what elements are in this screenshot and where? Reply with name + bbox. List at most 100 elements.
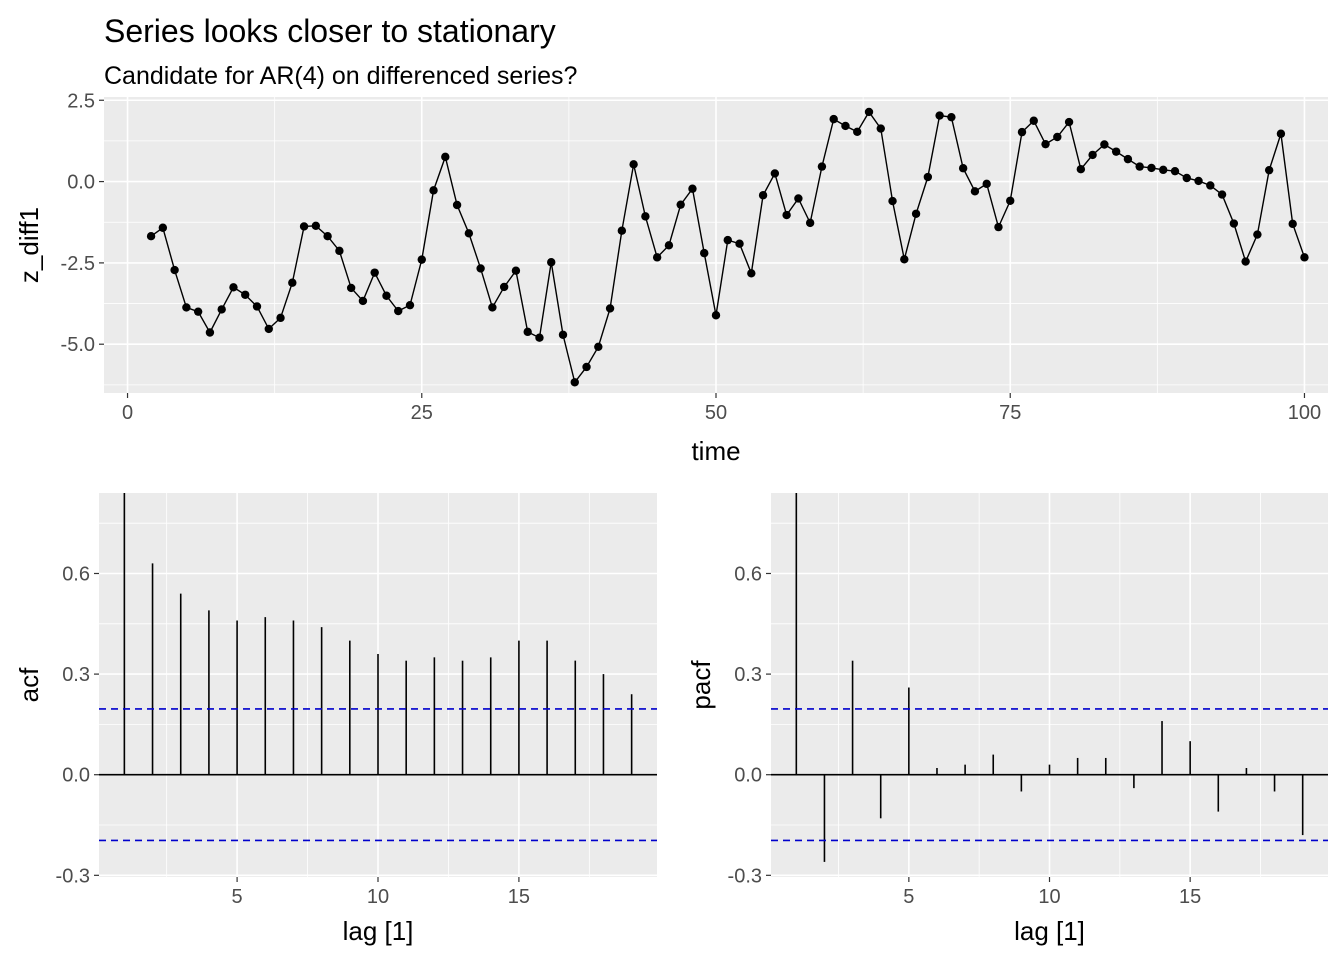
data-point [464, 229, 474, 238]
data-point [900, 255, 909, 264]
data-point [217, 305, 226, 314]
data-point [193, 307, 203, 316]
data-point [1253, 230, 1262, 239]
data-point [523, 327, 532, 337]
data-point [405, 300, 415, 310]
data-point [146, 232, 156, 241]
data-point [982, 179, 991, 189]
data-point [252, 302, 262, 311]
data-point [1006, 196, 1015, 205]
data-point [758, 191, 768, 200]
y-axis-title: pacf [686, 660, 716, 710]
data-point [711, 311, 721, 320]
data-point [935, 111, 944, 120]
chart-title: Series looks closer to stationary [104, 13, 556, 49]
data-point [1300, 253, 1309, 262]
data-point [452, 200, 462, 210]
data-point [770, 169, 780, 178]
y-tick-label: -2.5 [61, 253, 95, 275]
data-point [394, 306, 403, 316]
data-point [370, 268, 379, 277]
data-point [511, 266, 521, 275]
data-point [617, 226, 627, 235]
data-point [1111, 147, 1121, 156]
data-point [1206, 181, 1215, 190]
data-point [641, 212, 650, 221]
y-tick-label: 0.6 [734, 563, 762, 585]
data-point [923, 172, 933, 182]
data-point [1053, 132, 1062, 142]
data-point [747, 269, 756, 278]
x-tick-label: 15 [508, 886, 530, 908]
data-point [547, 258, 556, 267]
data-point [817, 162, 827, 171]
time-series-panel: 0 25 50 75 100 -5.0 -2.5 0.0 2.5 time z_diff1 [14, 90, 1328, 466]
data-point [182, 303, 191, 312]
data-point [499, 282, 509, 292]
y-tick-label: -5.0 [61, 334, 95, 356]
x-tick-label: 0 [122, 402, 133, 424]
x-tick-label: 25 [411, 402, 433, 424]
data-point [664, 241, 674, 250]
data-point [1241, 257, 1250, 266]
data-point [1088, 150, 1097, 160]
y-tick-label: 0.0 [734, 765, 762, 787]
x-tick-label: 15 [1179, 886, 1201, 908]
data-point [1123, 154, 1133, 164]
data-point [358, 296, 368, 306]
x-tick-label: 100 [1288, 402, 1321, 424]
y-tick-label: 0.3 [734, 664, 762, 686]
data-point [158, 223, 168, 232]
data-point [1064, 117, 1074, 127]
data-point [1182, 173, 1191, 183]
x-tick-label: 5 [903, 886, 914, 908]
data-point [558, 330, 568, 339]
y-tick-label: -0.3 [728, 865, 762, 887]
data-point [853, 127, 862, 137]
data-point [876, 124, 885, 133]
data-point [1135, 162, 1144, 171]
y-axis-title: z_diff1 [14, 207, 44, 283]
data-point [782, 210, 791, 220]
data-point [205, 328, 215, 337]
data-point [1147, 163, 1156, 173]
y-tick-label: 0.0 [62, 765, 90, 787]
data-point [288, 278, 297, 287]
data-point [888, 196, 897, 206]
data-point [958, 164, 968, 173]
data-point [1194, 176, 1203, 186]
chart-subtitle: Candidate for AR(4) on differenced serie… [104, 62, 577, 90]
data-point [994, 222, 1003, 232]
data-point [688, 184, 697, 193]
data-point [1100, 140, 1109, 149]
data-point [1264, 165, 1274, 175]
y-tick-label: 2.5 [67, 90, 95, 112]
data-point [1288, 219, 1297, 229]
data-point [947, 112, 956, 122]
data-point [1229, 219, 1239, 228]
data-point [864, 107, 874, 117]
data-point [700, 248, 709, 258]
y-tick-label: 0.6 [62, 563, 90, 585]
data-point [970, 187, 980, 196]
data-point [676, 200, 685, 209]
data-point [1029, 116, 1038, 125]
data-point [794, 194, 803, 203]
data-point [311, 221, 321, 231]
data-point [605, 304, 615, 313]
data-point [382, 291, 391, 300]
data-point [841, 121, 850, 131]
data-point [417, 255, 426, 264]
data-point [1017, 127, 1027, 137]
data-point [582, 362, 591, 372]
y-axis-title: acf [14, 667, 44, 702]
data-point [594, 342, 603, 352]
data-point [652, 253, 662, 262]
y-tick-label: 0.3 [62, 664, 90, 686]
x-axis-title: lag [1] [343, 916, 414, 946]
data-point [535, 333, 544, 342]
y-tick-label: 0.0 [67, 172, 95, 194]
data-point [299, 222, 309, 231]
data-point [335, 246, 344, 256]
data-point [570, 378, 579, 387]
